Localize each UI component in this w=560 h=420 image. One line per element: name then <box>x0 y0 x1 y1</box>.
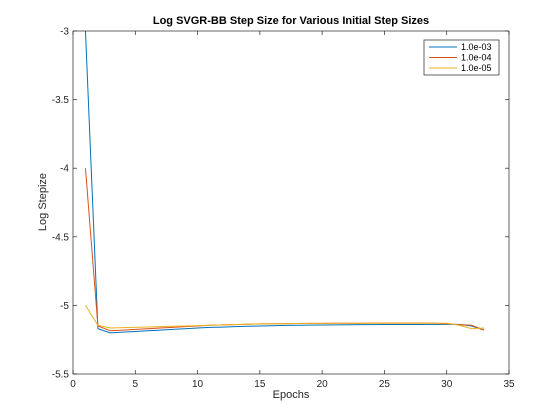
x-tick-label-0: 0 <box>70 379 76 390</box>
y-tick-label-1: -5 <box>60 301 69 312</box>
axes-layer: 0 5 10 15 20 25 30 35 -5.5 -5 -4.5 -4 -3.5 -3 <box>52 27 515 391</box>
series-line-0 <box>84 30 485 334</box>
x-tick-label-3: 15 <box>254 379 266 390</box>
legend-label-0: 1.0e-03 <box>461 42 492 52</box>
legend-label-1: 1.0e-04 <box>461 53 492 63</box>
y-tick-label-4: -3.5 <box>52 95 70 106</box>
series-line-2 <box>85 305 485 330</box>
x-tick-label-1: 5 <box>133 379 139 390</box>
y-axis-label: Log Stepize <box>37 173 49 231</box>
series-layer <box>84 30 485 334</box>
y-tick-label-5: -3 <box>60 27 69 38</box>
axes-box <box>72 30 510 375</box>
legend-label-2: 1.0e-05 <box>461 63 492 73</box>
x-tick-label-2: 10 <box>192 379 204 390</box>
y-tick-label-0: -5.5 <box>52 370 70 381</box>
chart-title: Log SVGR-BB Step Size for Various Initia… <box>153 15 429 27</box>
legend: 1.0e-031.0e-041.0e-05 <box>423 39 500 76</box>
y-tick-label-2: -4.5 <box>52 232 70 243</box>
x-tick-label-5: 25 <box>379 379 391 390</box>
plot-area <box>73 31 509 374</box>
x-axis-label: Epochs <box>273 389 310 401</box>
y-tick-label-3: -4 <box>60 164 69 175</box>
x-tick-label-7: 35 <box>503 379 515 390</box>
x-tick-label-4: 20 <box>317 379 329 390</box>
x-tick-label-6: 30 <box>441 379 453 390</box>
